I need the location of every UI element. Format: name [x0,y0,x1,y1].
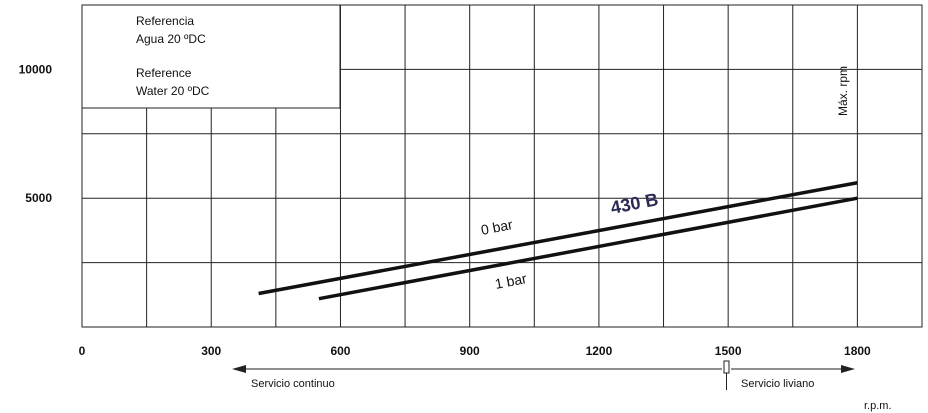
reference-en-line-2: Water 20 ºDC [136,84,210,98]
y-tick-label: 5000 [25,191,52,205]
x-tick-label: 600 [330,344,350,358]
x-tick-label: 300 [201,344,221,358]
series-line-1 [318,196,858,301]
plot-frame [81,4,923,328]
reference-es-line-2: Agua 20 ºDC [136,32,206,46]
reference-box-bg [81,4,341,109]
x-axis-unit-label: r.p.m. [864,400,892,412]
reference-box: Referencia Agua 20 ºDC Reference Water 2… [81,4,341,109]
x-tick-label: 900 [460,344,480,358]
reference-es-line-1: Referencia [136,14,194,28]
series-label-0-bar: 0 bar [480,216,515,238]
x-tick-label: 1200 [586,344,613,358]
service-range: Servicio continuo Servicio liviano [232,360,855,390]
reference-en-line-1: Reference [136,66,192,80]
series-label-1-bar: 1 bar [494,270,529,292]
tick-labels: 0 300 600 900 1200 1500 1800 5000 10000 [19,62,871,358]
series-line-0 [258,181,858,296]
y-tick-label: 10000 [19,62,53,76]
service-light-arrowhead [841,365,855,373]
service-light-label: Servicio liviano [741,378,814,390]
service-continuous-label: Servicio continuo [251,378,335,390]
service-continuous-arrowhead [232,365,246,373]
x-tick-label: 0 [79,344,86,358]
series-group [258,181,858,301]
x-tick-label: 1500 [715,344,742,358]
max-rpm-label: Máx. rpm [836,66,850,116]
x-tick-label: 1800 [844,344,871,358]
service-boundary-marker [723,360,730,374]
model-label: 430 B [609,189,660,218]
